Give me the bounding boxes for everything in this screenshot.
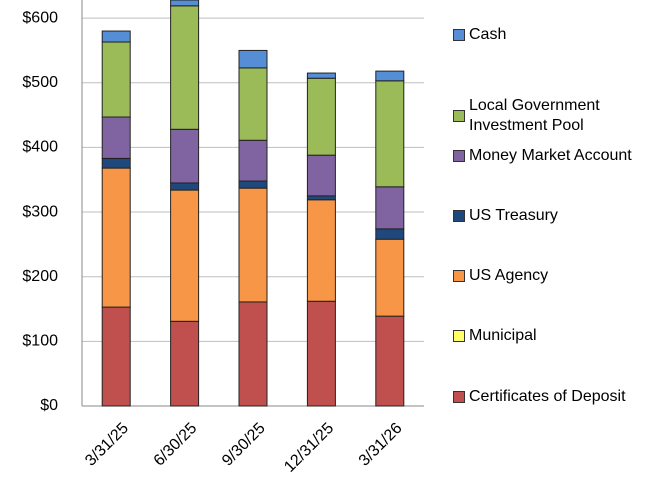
bar-segment xyxy=(375,238,405,317)
bar-segment xyxy=(101,306,131,407)
bar-segment xyxy=(375,228,405,240)
y-tick-label: $600 xyxy=(22,9,58,26)
bar-segment xyxy=(238,301,268,407)
legend-swatch xyxy=(453,330,465,342)
legend-label: Local Government Investment Pool xyxy=(469,97,600,134)
x-tick-label: 9/30/25 xyxy=(219,420,269,470)
legend-swatch xyxy=(453,29,465,41)
x-tick-label: 3/31/25 xyxy=(82,420,132,470)
legend-swatch xyxy=(453,150,465,162)
y-tick-label: $100 xyxy=(22,333,58,350)
bar-segment xyxy=(170,182,200,191)
y-tick-label: $500 xyxy=(22,74,58,91)
legend-item: Certificates of Deposit xyxy=(453,387,660,407)
bar-segment xyxy=(170,320,200,407)
bar-segment xyxy=(170,0,200,7)
legend-item: Cash xyxy=(453,25,660,45)
bar-segment xyxy=(375,315,405,407)
bar-segment xyxy=(101,157,131,169)
bar-segment xyxy=(306,154,336,197)
bar-segment xyxy=(170,5,200,130)
legend-swatch xyxy=(453,391,465,403)
bar-segment xyxy=(306,300,336,407)
y-tick-label: $400 xyxy=(22,139,58,156)
bar-segment xyxy=(306,195,336,201)
legend-swatch xyxy=(453,270,465,282)
x-tick-label: 6/30/25 xyxy=(151,420,201,470)
legend-item: US Treasury xyxy=(453,206,660,226)
y-tick-label: $0 xyxy=(40,397,58,414)
legend-item: Money Market Account xyxy=(453,146,660,166)
y-tick-label: $300 xyxy=(22,203,58,220)
bar-segment xyxy=(306,72,336,79)
y-tick-label: $200 xyxy=(22,268,58,285)
bar-segment xyxy=(238,180,268,189)
x-tick-label: 12/31/25 xyxy=(281,420,337,476)
bar-segment xyxy=(101,41,131,118)
legend-swatch xyxy=(453,210,465,222)
legend-label: Money Market Account xyxy=(469,147,632,164)
bar-segment xyxy=(170,189,200,322)
legend-label: Certificates of Deposit xyxy=(469,388,626,405)
bar-segment xyxy=(170,128,200,184)
bar-segment xyxy=(101,30,131,43)
bar-segment xyxy=(238,187,268,303)
legend-swatch xyxy=(453,110,465,122)
legend-item: Municipal xyxy=(453,326,660,346)
bar-segment xyxy=(306,199,336,302)
bar-segment xyxy=(101,167,131,308)
bar-segment xyxy=(101,116,131,159)
legend-item: Local Government Investment Pool xyxy=(453,96,660,136)
bar-segment xyxy=(238,67,268,141)
x-tick-label: 3/31/26 xyxy=(356,420,406,470)
bar-segment xyxy=(375,70,405,82)
bar-segment xyxy=(375,80,405,188)
bar-segment xyxy=(238,49,268,69)
bar-segment xyxy=(375,186,405,230)
legend-label: Municipal xyxy=(469,327,537,344)
bar-segment xyxy=(238,139,268,182)
bar-segment xyxy=(306,77,336,156)
legend-label: US Agency xyxy=(469,267,549,284)
legend-label: Cash xyxy=(469,26,507,43)
legend-item: US Agency xyxy=(453,266,660,286)
legend-label: US Treasury xyxy=(469,207,558,224)
